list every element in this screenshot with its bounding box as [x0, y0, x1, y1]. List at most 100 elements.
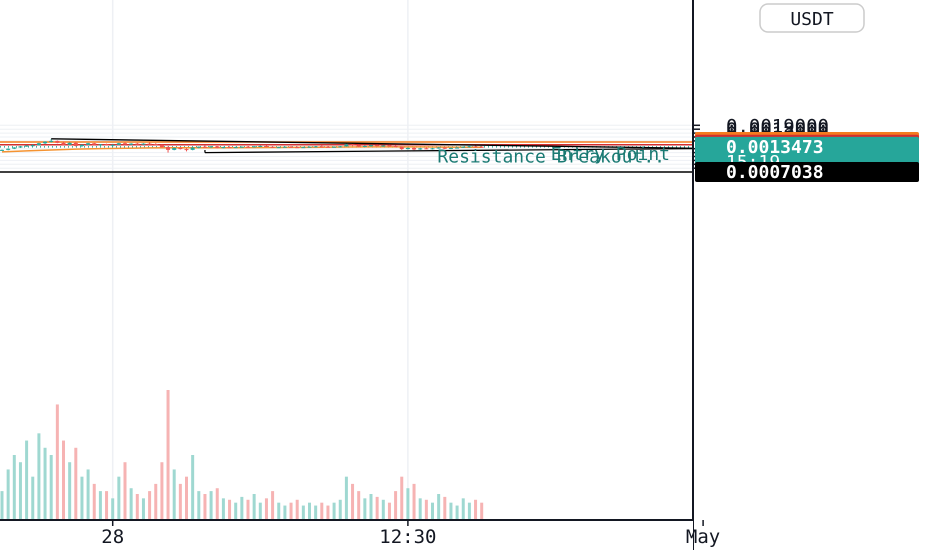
- volume-bar: [437, 494, 441, 520]
- candle-body: [116, 143, 121, 145]
- volume-bar: [154, 483, 158, 520]
- candle-body: [43, 141, 48, 144]
- volume-bar: [209, 491, 213, 520]
- volume-bar: [418, 498, 422, 520]
- volume-bar: [431, 502, 434, 520]
- candle-body: [424, 148, 429, 150]
- volume-bar: [289, 502, 293, 520]
- candle-body: [325, 146, 330, 148]
- volume-bar: [135, 494, 139, 520]
- volume-bar: [455, 505, 459, 520]
- volume-bar: [474, 499, 478, 520]
- candle-body: [104, 144, 109, 146]
- volume-bar: [6, 469, 10, 520]
- volume-bar: [105, 491, 109, 520]
- candle-body: [442, 147, 447, 149]
- volume-bar: [351, 483, 355, 520]
- candle-body: [467, 146, 472, 148]
- candle-body: [393, 145, 398, 147]
- candle-body: [319, 146, 324, 148]
- candle-body: [344, 144, 349, 147]
- volume-bar: [449, 502, 453, 520]
- candle-body: [289, 146, 294, 148]
- candle-body: [123, 143, 127, 145]
- volume-bar: [141, 498, 145, 520]
- candle-body: [129, 143, 134, 145]
- volume-bar: [43, 447, 47, 520]
- volume-bar: [111, 498, 115, 520]
- volume-bar: [357, 491, 361, 520]
- time-tick-label: 28: [101, 526, 124, 548]
- candle-body: [202, 146, 207, 148]
- volume-bar: [363, 498, 367, 520]
- volume-bar: [375, 496, 379, 520]
- volume-bar: [394, 491, 398, 520]
- volume-bar: [0, 491, 4, 520]
- triangle-lower-line: [204, 147, 771, 154]
- candle-body: [282, 146, 287, 148]
- volume-bar: [62, 440, 65, 520]
- candle-body: [30, 145, 35, 147]
- currency-badge[interactable]: USDT: [759, 3, 865, 33]
- candle-body: [184, 149, 189, 151]
- candle-body: [246, 146, 250, 148]
- candle-body: [73, 142, 78, 146]
- candle-body: [209, 146, 214, 148]
- candle-body: [153, 144, 158, 146]
- volume-bar: [98, 491, 102, 520]
- candle-body: [79, 144, 84, 146]
- volume-bar: [166, 390, 170, 520]
- volume-bar: [129, 488, 133, 520]
- candle-body: [55, 140, 60, 143]
- volume-bar: [228, 499, 232, 520]
- candle-body: [98, 144, 103, 146]
- volume-bar: [191, 455, 195, 520]
- volume-bar: [197, 491, 201, 520]
- volume-bar: [25, 440, 29, 520]
- volume-bar: [86, 469, 90, 520]
- currency-badge-box: [759, 3, 865, 33]
- candle-body: [178, 147, 183, 150]
- candle-body: [295, 147, 300, 149]
- volume-bar: [185, 476, 188, 520]
- candle-body: [221, 147, 226, 149]
- price-tag-value: 0.0013473: [726, 137, 824, 158]
- candle-body: [362, 145, 367, 147]
- volume-bar: [480, 502, 484, 520]
- volume-bar: [412, 483, 416, 520]
- candle-body: [381, 145, 386, 147]
- volume-bar: [148, 491, 152, 520]
- volume-bar: [326, 505, 330, 520]
- candle-body: [307, 146, 312, 148]
- volume-bar: [283, 505, 287, 520]
- candle-body: [301, 147, 306, 149]
- volume-bars: [0, 390, 484, 520]
- volume-bar: [467, 502, 471, 520]
- candle-body: [448, 147, 453, 149]
- candle-body: [0, 149, 4, 151]
- candles: [0, 138, 484, 153]
- volume-bar: [160, 462, 164, 520]
- volume-bar: [12, 455, 16, 520]
- candle-body: [350, 144, 355, 146]
- candle-body: [313, 146, 318, 148]
- annotation-resistance-breakout: Resistance Breakout..: [437, 147, 665, 168]
- candle-body: [233, 147, 238, 149]
- candle-body: [215, 146, 220, 148]
- candle-body: [159, 144, 164, 148]
- volume-bar: [258, 502, 262, 520]
- time-axis[interactable]: 28 12:30 May: [101, 520, 720, 548]
- candle-body: [276, 147, 281, 149]
- candle-body: [18, 146, 23, 148]
- candle-body: [369, 145, 373, 147]
- candle-body: [24, 145, 29, 147]
- candle-body: [375, 145, 380, 147]
- volume-bar: [332, 502, 336, 520]
- candle-body: [338, 146, 343, 148]
- candle-body: [264, 145, 269, 147]
- volume-bar: [387, 502, 391, 520]
- candle-body: [92, 143, 97, 145]
- volume-bar: [443, 496, 447, 520]
- candle-body: [252, 146, 257, 148]
